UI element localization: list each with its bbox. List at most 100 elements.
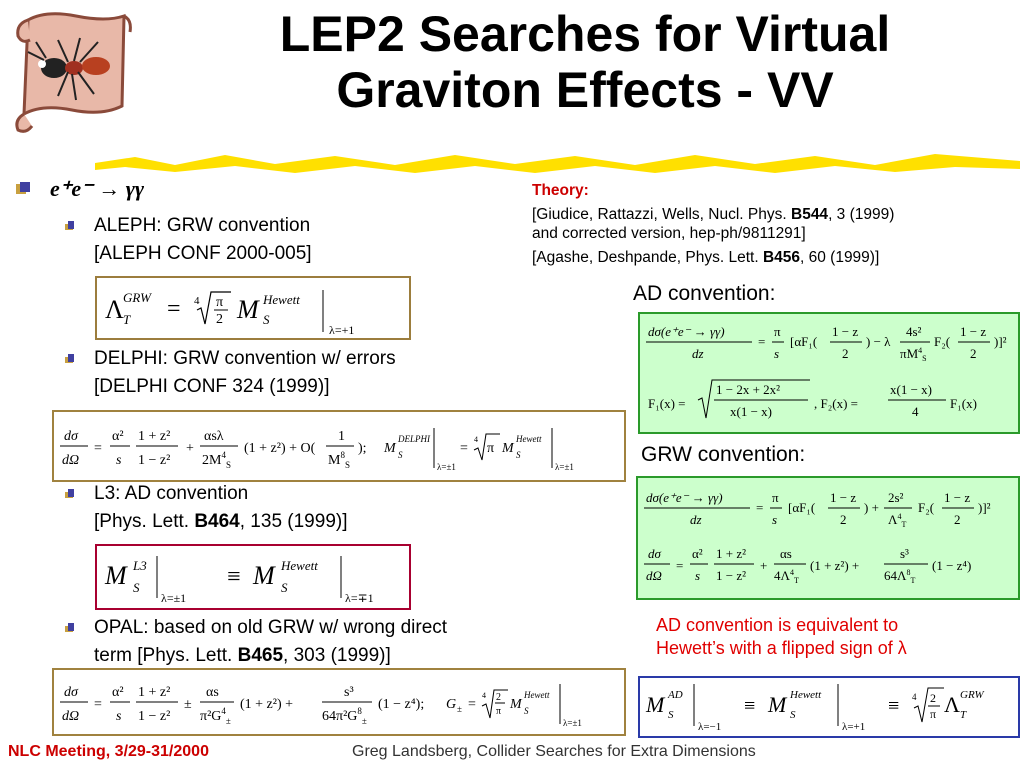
svg-text:GRW: GRW [123, 290, 152, 305]
l3-formula: M L3 S λ=±1 ≡ M Hewett S λ=∓1 [104, 556, 374, 605]
svg-text:α²: α² [112, 685, 124, 700]
slide-title: LEP2 Searches for Virtual Graviton Effec… [150, 6, 1020, 118]
svg-text:α²: α² [692, 546, 703, 561]
ad-convention-label: AD convention: [633, 282, 776, 305]
svg-text:s: s [116, 709, 122, 724]
svg-text:F₁(x): F₁(x) [950, 396, 977, 411]
l3-line2: [Phys. Lett. B464, 135 (1999)] [94, 511, 348, 532]
svg-text:1 − z²: 1 − z² [138, 453, 170, 468]
svg-text:dσ: dσ [64, 429, 79, 444]
svg-text:1 − z: 1 − z [960, 324, 986, 339]
svg-text:=: = [167, 296, 181, 322]
svg-text:λ=+1: λ=+1 [329, 323, 354, 337]
delphi-line2: [DELPHI CONF 324 (1999)] [94, 376, 330, 397]
svg-text:λ=+1: λ=+1 [842, 721, 865, 733]
svg-text:F₁(x) =: F₁(x) = [648, 396, 686, 411]
svg-text:) − λ: ) − λ [866, 334, 891, 349]
svg-text:F₂(: F₂( [918, 500, 934, 515]
svg-text:s: s [116, 453, 122, 468]
aleph-formula: Λ GRW T = 4 π 2 M Hewett S λ=+1 [105, 290, 354, 337]
svg-text:) +: ) + [864, 500, 879, 515]
svg-text:λ=±1: λ=±1 [161, 591, 186, 605]
svg-text:64π²G8±: 64π²G8± [322, 706, 367, 726]
svg-text:λ=±1: λ=±1 [555, 462, 574, 472]
opal-equation-box: dσ dΩ = α² s 1 + z² 1 − z² ± αs π²G4± (1 + z… [52, 668, 626, 736]
opal-line1: OPAL: based on old GRW w/ wrong direct [94, 617, 448, 638]
svg-text:π: π [487, 441, 494, 456]
grw-convention-label: GRW convention: [641, 443, 806, 466]
svg-text:x(1 − x): x(1 − x) [890, 382, 932, 397]
svg-text:λ=±1: λ=±1 [437, 462, 456, 472]
svg-text:=: = [756, 500, 763, 515]
svg-text:S: S [133, 580, 140, 595]
svg-text:αs: αs [780, 546, 792, 561]
svg-text:Hewett: Hewett [515, 434, 542, 444]
svg-text:1 + z²: 1 + z² [716, 546, 746, 561]
svg-text:s: s [695, 568, 700, 583]
svg-text:1 − z²: 1 − z² [138, 709, 170, 724]
svg-text:4: 4 [912, 404, 919, 419]
ant-on-scroll-icon [6, 6, 136, 136]
svg-text:1 − z: 1 − z [830, 490, 856, 505]
title-underline-brush [95, 145, 1020, 180]
svg-text:2M4S: 2M4S [202, 450, 231, 470]
svg-text:Λ4T: Λ4T [888, 512, 906, 529]
svg-text:2: 2 [930, 691, 936, 705]
svg-text:L3: L3 [132, 558, 147, 573]
svg-text:π: π [216, 295, 223, 310]
opal-line2: term [Phys. Lett. B465, 303 (1999)] [94, 645, 391, 666]
svg-text:M: M [509, 697, 523, 712]
svg-text:Hewett: Hewett [262, 292, 300, 307]
svg-text:4: 4 [194, 295, 200, 307]
equivalence-note-line1: AD convention is equivalent to [656, 615, 899, 635]
svg-text:π: π [772, 490, 779, 505]
svg-text:[αF₁(: [αF₁( [788, 500, 815, 515]
svg-text:M8S: M8S [328, 450, 350, 470]
theory-heading: Theory: [532, 182, 589, 199]
svg-text:+: + [186, 441, 194, 456]
svg-text:S: S [263, 312, 270, 327]
svg-text:2: 2 [216, 312, 223, 327]
svg-text:α²: α² [112, 429, 124, 444]
svg-text:S: S [516, 450, 521, 460]
svg-text:2: 2 [840, 512, 847, 527]
svg-text:dΩ: dΩ [62, 709, 79, 724]
svg-text:π: π [930, 707, 936, 721]
stacked-square-bullet-icon [65, 489, 74, 498]
svg-text:4: 4 [474, 435, 478, 444]
svg-text:[αF₁(: [αF₁( [790, 334, 817, 349]
svg-text:s: s [774, 346, 779, 361]
svg-text:1 − 2x + 2x²: 1 − 2x + 2x² [716, 382, 780, 397]
svg-text:AD: AD [667, 689, 683, 701]
svg-text:)]²: )]² [994, 334, 1007, 349]
svg-text:M: M [767, 692, 788, 717]
experiment-aleph: ALEPH: GRW convention [ALEPH CONF 2000-0… [64, 212, 484, 268]
stacked-square-bullet-icon [65, 354, 74, 363]
delphi-equation-box: dσ dΩ = α² s 1 + z² 1 − z² + αsλ 2M4S (1 + z… [52, 410, 626, 482]
svg-text:M: M [104, 561, 128, 590]
svg-text:dΩ: dΩ [62, 453, 79, 468]
svg-text:1 − z: 1 − z [832, 324, 858, 339]
stacked-square-bullet-icon [65, 221, 74, 230]
title-line-1: LEP2 Searches for Virtual [279, 6, 891, 62]
svg-text:≡: ≡ [744, 695, 755, 717]
experiment-delphi: DELPHI: GRW convention w/ errors [DELPHI… [64, 345, 504, 401]
equivalence-formula: M AD S λ=−1 ≡ M Hewett S λ=+1 ≡ 4 2 π Λ GRW… [645, 684, 984, 733]
svg-text:=: = [94, 697, 102, 712]
equivalence-formula-box: M AD S λ=−1 ≡ M Hewett S λ=+1 ≡ 4 2 π Λ GRW… [638, 676, 1020, 738]
svg-text:π: π [496, 706, 501, 717]
svg-text:π: π [774, 324, 781, 339]
svg-text:Λ: Λ [944, 692, 960, 717]
svg-text:λ=∓1: λ=∓1 [345, 591, 374, 605]
stacked-square-bullet-icon [16, 182, 30, 194]
svg-text:4: 4 [912, 692, 917, 702]
svg-text:Hewett: Hewett [523, 690, 550, 700]
theory-ref-2: [Agashe, Deshpande, Phys. Lett. B456, 60… [532, 249, 880, 266]
svg-text:M: M [252, 561, 276, 590]
svg-text:T: T [960, 709, 967, 721]
svg-text:=: = [460, 441, 468, 456]
svg-text:(1 + z²) + O(: (1 + z²) + O( [244, 441, 316, 456]
svg-text:λ=±1: λ=±1 [563, 718, 582, 728]
equivalence-note: AD convention is equivalent to Hewett’s … [656, 614, 907, 660]
